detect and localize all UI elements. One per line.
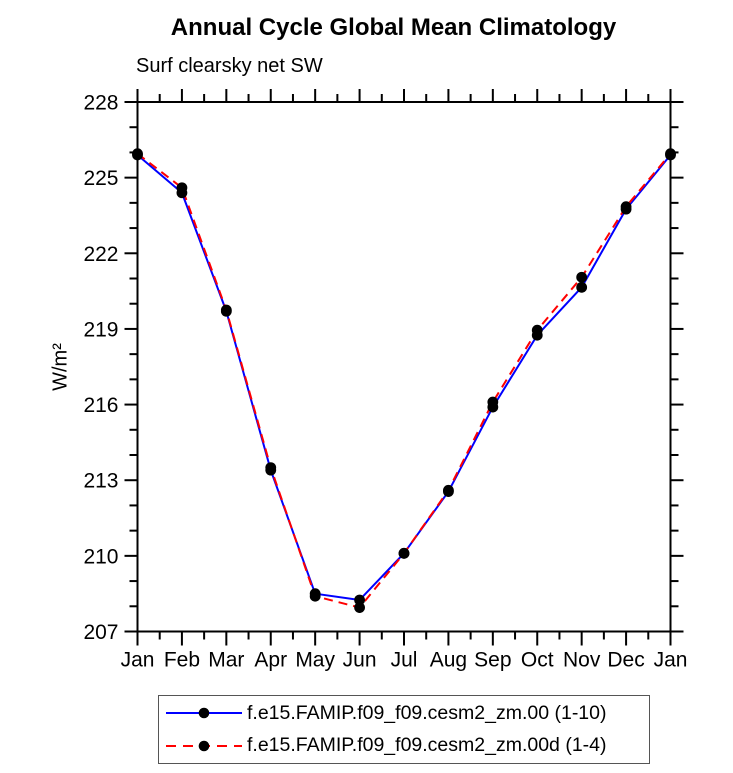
series-1-marker bbox=[309, 590, 321, 602]
x-tick-label: Jan bbox=[121, 649, 155, 672]
x-tick-label: Nov bbox=[563, 649, 601, 672]
legend-line-sample-solid bbox=[166, 708, 242, 719]
series-1-marker bbox=[398, 547, 410, 559]
series-1-marker bbox=[620, 201, 632, 213]
legend-item-0: f.e15.FAMIP.f09_f09.cesm2_zm.00 (1-10) bbox=[159, 698, 649, 728]
series-0-marker bbox=[354, 594, 365, 606]
series-1-marker bbox=[220, 304, 232, 316]
y-tick-label: 216 bbox=[83, 394, 118, 417]
chart-subtitle: Surf clearsky net SW bbox=[136, 55, 323, 77]
x-tick-label: Jun bbox=[343, 649, 377, 672]
y-tick-label: 228 bbox=[83, 92, 118, 115]
series-1-marker bbox=[176, 182, 188, 194]
series-1-marker bbox=[487, 396, 499, 408]
x-tick-label: Mar bbox=[208, 649, 244, 672]
y-tick-label: 210 bbox=[83, 545, 118, 568]
x-tick-label: Jul bbox=[391, 649, 418, 672]
series-1-marker bbox=[132, 148, 143, 160]
legend-box: f.e15.FAMIP.f09_f09.cesm2_zm.00 (1-10) f… bbox=[158, 695, 650, 764]
y-tick-label: 207 bbox=[83, 621, 118, 644]
series-1-marker bbox=[265, 462, 277, 474]
x-tick-label: Dec bbox=[607, 649, 644, 672]
legend-item-1: f.e15.FAMIP.f09_f09.cesm2_zm.00d (1-4) bbox=[159, 731, 649, 761]
x-tick-label: Oct bbox=[521, 649, 554, 672]
x-tick-label: Aug bbox=[430, 649, 467, 672]
chart-title: Annual Cycle Global Mean Climatology bbox=[170, 14, 617, 41]
y-tick-label: 219 bbox=[83, 318, 118, 341]
series-0-marker bbox=[576, 281, 588, 293]
series-1-marker bbox=[443, 484, 454, 496]
series-1-marker bbox=[576, 271, 588, 283]
y-tick-label: 222 bbox=[83, 243, 118, 266]
x-tick-label: Jan bbox=[654, 649, 688, 672]
series-1-marker bbox=[665, 148, 676, 160]
legend-label-0: f.e15.FAMIP.f09_f09.cesm2_zm.00 (1-10) bbox=[247, 701, 607, 724]
x-tick-label: Feb bbox=[164, 649, 200, 672]
series-1-marker bbox=[354, 602, 365, 613]
y-tick-label: 213 bbox=[83, 470, 118, 493]
y-tick-label: 225 bbox=[83, 167, 118, 190]
legend-marker-dot bbox=[198, 740, 210, 751]
x-tick-label: Sep bbox=[474, 649, 511, 672]
legend-marker-dot bbox=[198, 708, 210, 719]
series-0-line bbox=[136, 154, 672, 601]
legend-line-sample-dashed bbox=[166, 740, 242, 751]
x-tick-label: Apr bbox=[254, 649, 287, 672]
legend-label-1: f.e15.FAMIP.f09_f09.cesm2_zm.00d (1-4) bbox=[247, 734, 607, 757]
series-1-marker bbox=[531, 324, 543, 336]
series-1-line bbox=[136, 152, 672, 609]
x-tick-label: May bbox=[295, 649, 335, 672]
